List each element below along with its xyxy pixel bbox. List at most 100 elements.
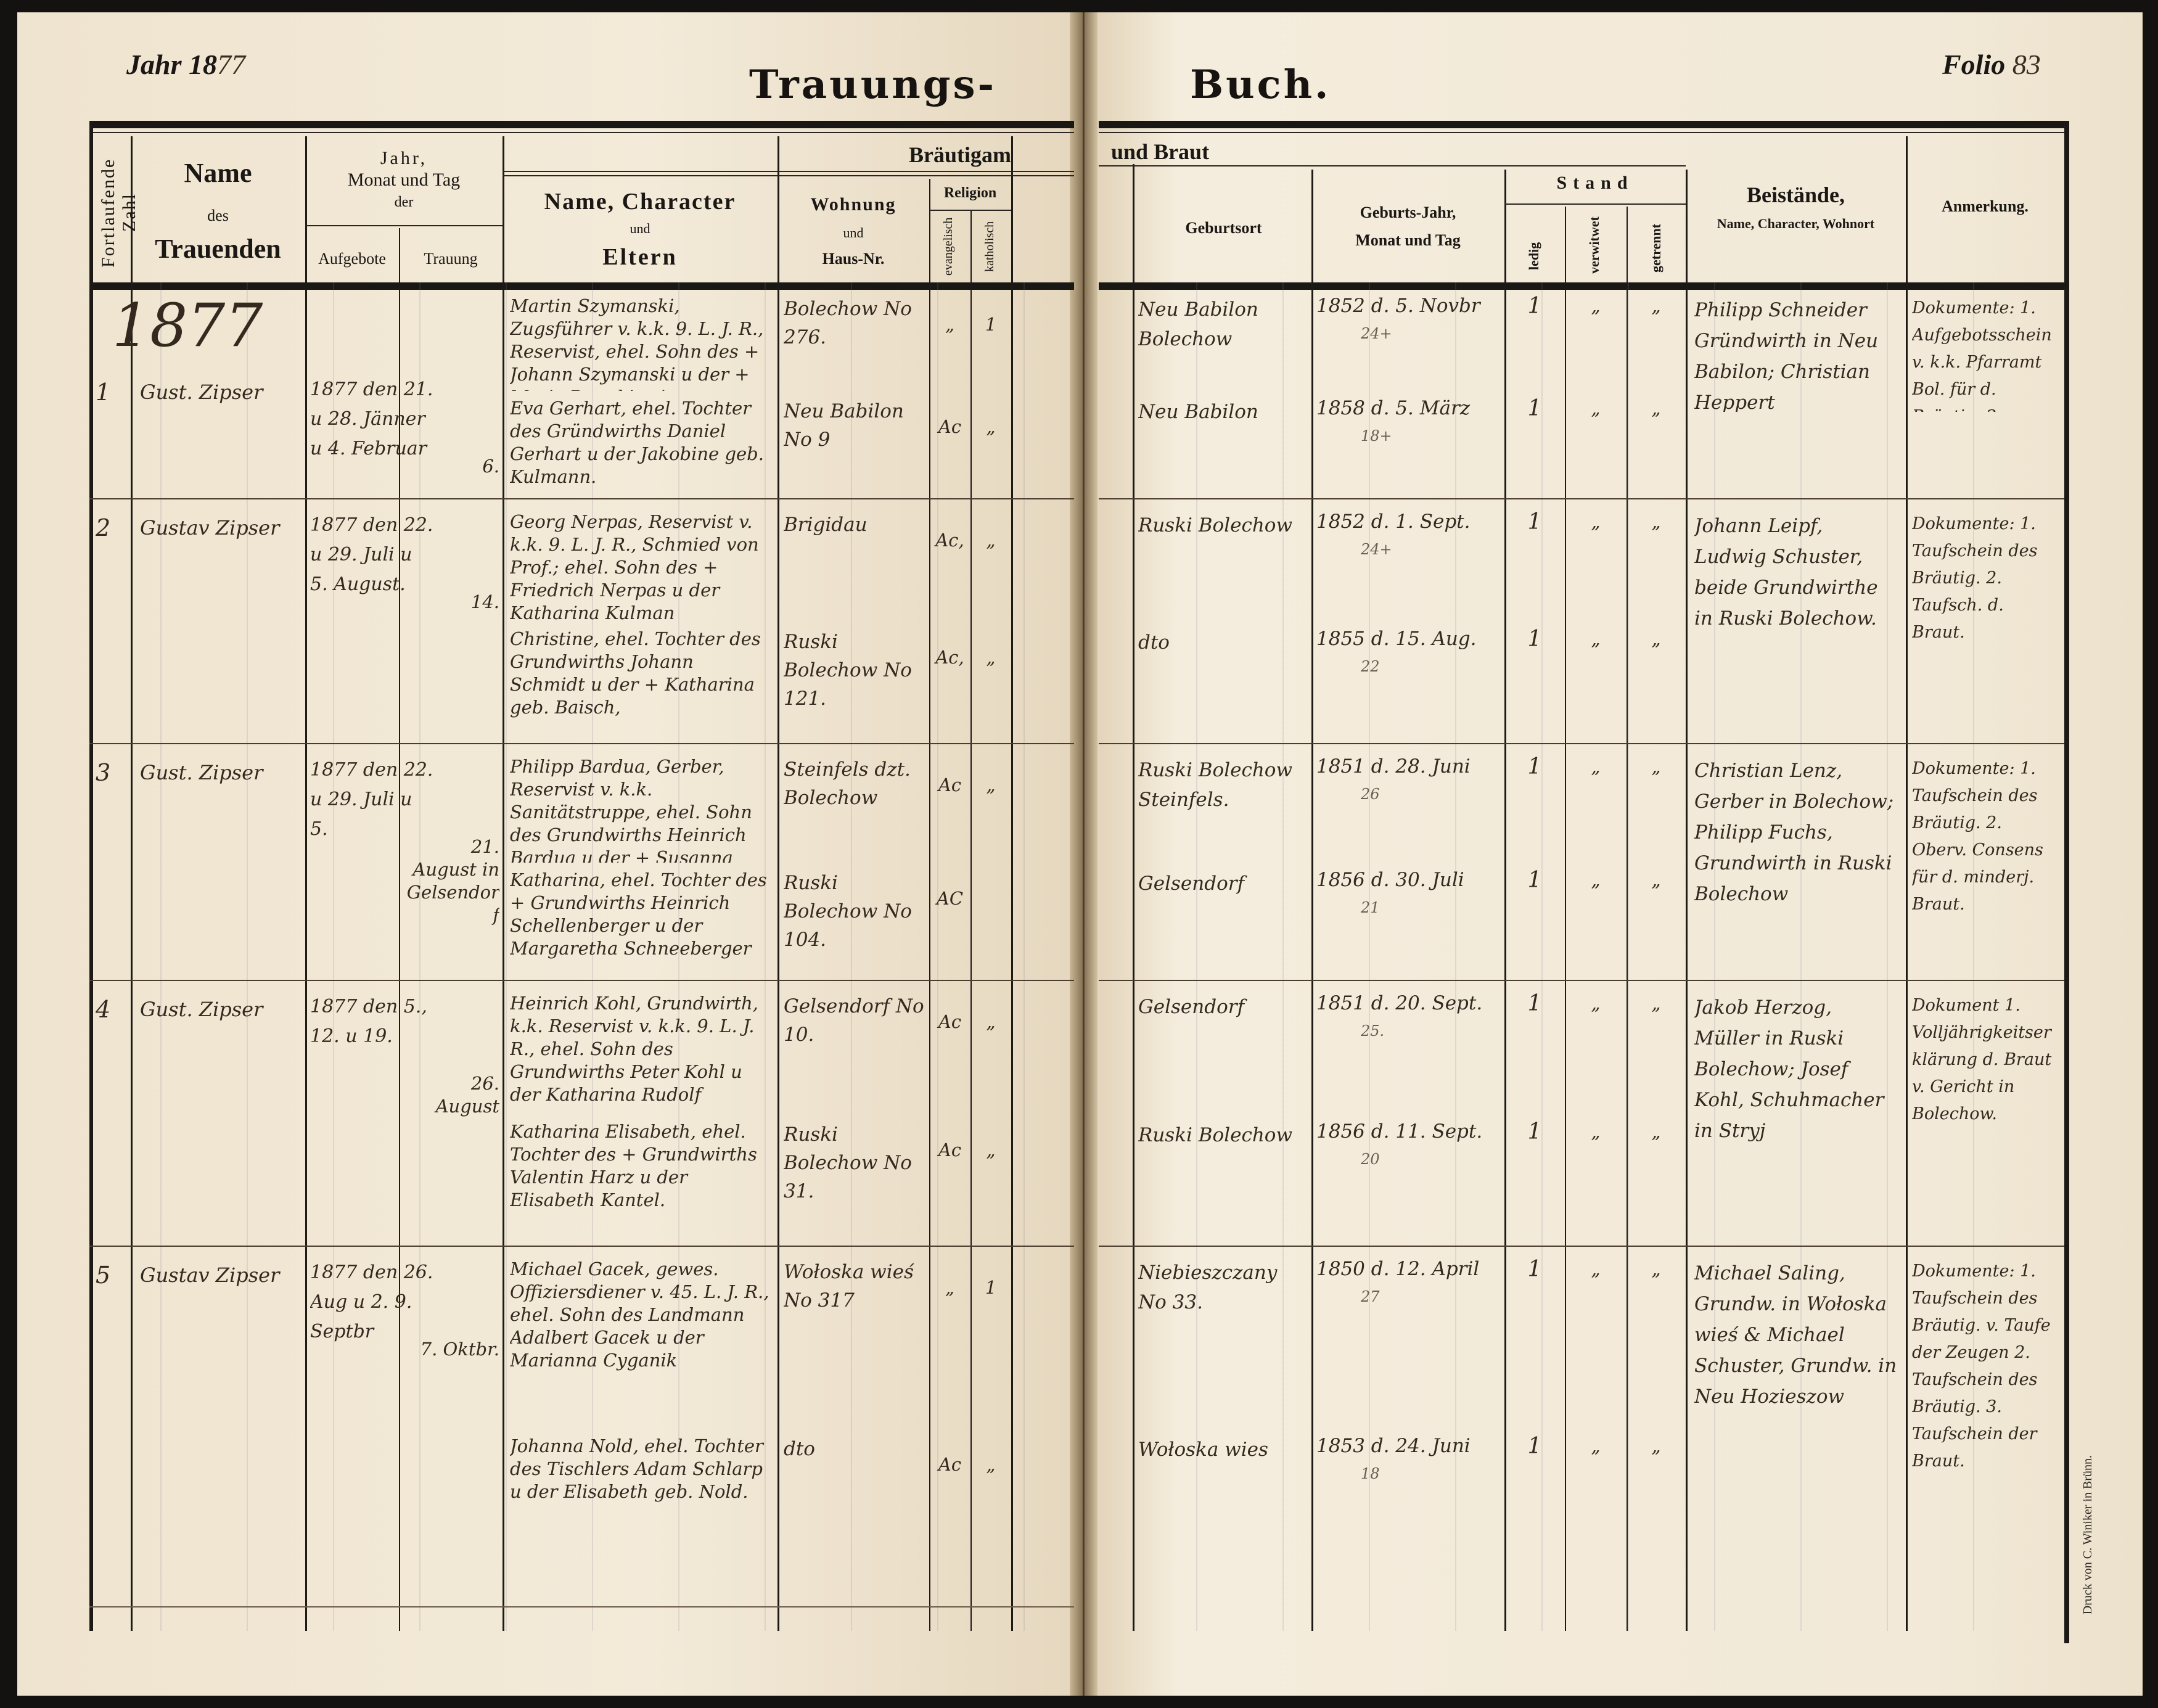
- header-getrennt: getrennt: [1648, 223, 1664, 273]
- religion-rule: [929, 210, 1011, 211]
- bride-stand-ledig: 1: [1527, 397, 1542, 421]
- entry-witnesses: Johann Leipf, Ludwig Schuster, beide Gru…: [1694, 515, 1878, 630]
- header-top-rule-thin: [1099, 132, 2064, 133]
- header-religion: Religion: [943, 185, 997, 201]
- groom-stand-ledig: 1: [1527, 511, 1542, 535]
- groom-stand-verwitwet: „: [1591, 295, 1601, 316]
- groom-stand-verwitwet: „: [1591, 993, 1601, 1014]
- bride-stand-verwitwet: „: [1591, 1121, 1601, 1142]
- entry-aufgebote: 1877 den 22. u 29. Juli u 5.: [310, 759, 433, 840]
- bride-religion-katholisch: „: [986, 416, 996, 437]
- bride-birth-date: 1856 d. 30. Juli: [1316, 869, 1464, 891]
- groom-religion-katholisch: „: [986, 774, 996, 795]
- bride-residence: Ruski Bolechow No 31.: [784, 1123, 912, 1202]
- braeutigam-rule: [503, 175, 1074, 176]
- column-divider: [1627, 207, 1628, 1631]
- column-divider: [305, 136, 307, 1631]
- faint-ruling: [765, 282, 766, 1631]
- bride-birth-date: 1855 d. 15. Aug.: [1316, 628, 1477, 650]
- row-separator: [1099, 743, 2064, 744]
- groom-residence: Steinfels dzt. Bolechow: [784, 758, 911, 809]
- groom-residence: Wołoska wieś No 317: [784, 1261, 914, 1312]
- header-wohnung-und: und: [843, 225, 864, 240]
- header-name: Name: [184, 158, 252, 188]
- faint-ruling: [592, 282, 593, 1631]
- row-separator: [1099, 980, 2064, 981]
- entry-witnesses: Jakob Herzog, Müller in Ruski Bolechow; …: [1694, 996, 1884, 1142]
- groom-name-character-parents: Michael Gacek, gewes. Offiziersdiener v.…: [510, 1258, 769, 1371]
- bride-name-character-parents: Katharina Elisabeth, ehel. Tochter des +…: [510, 1121, 757, 1210]
- groom-religion-evangelisch: „: [945, 314, 955, 335]
- header-haus-nr: Haus-Nr.: [822, 250, 885, 268]
- header-beistaende-sub: Name, Character, Wohnort: [1717, 216, 1875, 231]
- groom-birthplace: Neu Babilon Bolechow: [1138, 298, 1258, 350]
- column-divider: [1686, 170, 1688, 1631]
- faint-ruling: [1887, 282, 1888, 1631]
- groom-stand-ledig: 1: [1527, 755, 1542, 779]
- column-divider: [1311, 170, 1313, 1631]
- entry-number: 2: [96, 517, 111, 541]
- bride-birthplace: Wołoska wies: [1138, 1439, 1268, 1461]
- bride-residence: Ruski Bolechow No 121.: [784, 631, 912, 710]
- bride-stand-ledig: 1: [1527, 628, 1542, 652]
- entry-aufgebote: 1877 den 26. Aug u 2. 9. Septbr: [310, 1262, 433, 1342]
- header-date-der: der: [394, 194, 414, 210]
- header-wohnung: Wohnung: [810, 194, 896, 215]
- braeutigam-rule: [503, 171, 1074, 172]
- groom-residence: Bolechow No 276.: [784, 298, 912, 348]
- groom-residence: Brigidau: [784, 514, 868, 536]
- bride-stand-getrennt: „: [1651, 398, 1661, 419]
- header-monat-tag: Monat und Tag: [1355, 231, 1461, 249]
- bride-stand-verwitwet: „: [1591, 628, 1601, 649]
- bride-birthplace: Neu Babilon: [1138, 401, 1258, 423]
- groom-stand-verwitwet: „: [1591, 1258, 1601, 1279]
- row-separator: [89, 743, 1074, 744]
- groom-religion-katholisch: „: [986, 530, 996, 551]
- entry-remarks: Dokumente: 1. Taufschein des Bräutig. 2.…: [1912, 759, 2043, 914]
- right-page: [1091, 12, 2143, 1696]
- column-divider: [970, 210, 972, 1631]
- folio-label: Folio: [1942, 49, 2006, 80]
- bride-religion-evangelisch: Ac: [938, 1454, 962, 1475]
- entry-number: 1: [96, 381, 111, 406]
- bride-stand-ledig: 1: [1527, 1120, 1542, 1144]
- header-top-rule: [89, 121, 1074, 128]
- groom-name-character-parents: Philipp Bardua, Gerber, Reservist v. k.k…: [510, 756, 752, 863]
- year-heading: Jahr 1877: [126, 48, 245, 81]
- stand-rule: [1504, 203, 1686, 205]
- entry-officiant: Gustav Zipser: [140, 1264, 280, 1287]
- margin-year: 1877: [112, 292, 263, 359]
- header-beistaende: Beistände,: [1746, 183, 1845, 207]
- groom-birth-date: 1851 d. 28. Juni: [1316, 755, 1471, 778]
- right-border: [2064, 121, 2069, 1643]
- folio-number: 83: [2012, 49, 2041, 80]
- faint-ruling: [1541, 282, 1543, 1631]
- header-ledig: ledig: [1526, 242, 1541, 270]
- year-handwritten: 77: [216, 49, 245, 80]
- groom-religion-katholisch: 1: [985, 1277, 997, 1298]
- bride-residence: dto: [784, 1438, 815, 1460]
- header-top-rule: [1099, 121, 2064, 128]
- groom-birth-date: 1850 d. 12. April: [1316, 1258, 1480, 1280]
- groom-birth-date: 1852 d. 1. Sept.: [1316, 511, 1471, 533]
- faint-ruling: [333, 282, 334, 1631]
- bride-stand-getrennt: „: [1651, 869, 1661, 890]
- book-spine: [1070, 12, 1097, 1696]
- row-separator: [89, 498, 1074, 499]
- entry-trauung: 14.: [470, 591, 499, 612]
- entry-number: 3: [96, 762, 111, 786]
- faint-ruling: [1714, 282, 1715, 1631]
- entry-number: 5: [96, 1264, 111, 1289]
- groom-age: 24+: [1361, 541, 1392, 558]
- groom-residence: Gelsendorf No 10.: [784, 995, 924, 1046]
- faint-ruling: [160, 282, 162, 1631]
- groom-birthplace: Ruski Bolechow Steinfels.: [1138, 759, 1292, 811]
- groom-stand-getrennt: „: [1651, 1258, 1661, 1279]
- entry-trauung: 21. August in Gelsendorf: [406, 836, 499, 926]
- groom-stand-ledig: 1: [1527, 1258, 1542, 1282]
- groom-name-character-parents: Georg Nerpas, Reservist v. k.k. 9. L. J.…: [510, 511, 759, 622]
- header-groom-eltern: Eltern: [602, 244, 678, 270]
- entry-officiant: Gust. Zipser: [140, 998, 263, 1021]
- groom-birthplace: Ruski Bolechow: [1138, 514, 1292, 536]
- bride-stand-verwitwet: „: [1591, 1435, 1601, 1456]
